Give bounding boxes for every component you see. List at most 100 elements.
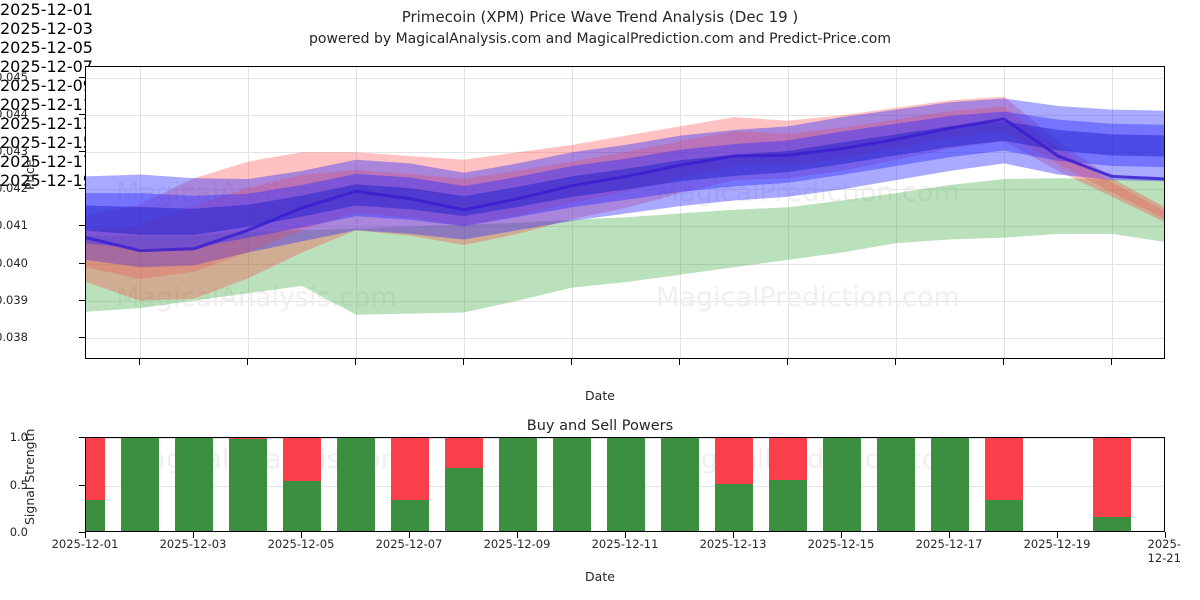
buy-power-segment: [499, 438, 537, 531]
x-tick-label: 2025-12-17: [915, 537, 983, 551]
power-bar: [931, 438, 969, 531]
x-tick-mark: [1111, 359, 1112, 365]
gridline-v: [572, 67, 573, 358]
x-tick-label: 2025-12-17: [0, 152, 93, 171]
sell-power-segment: [715, 438, 753, 485]
gridline-v: [356, 67, 357, 358]
gridline-v: [1004, 67, 1005, 358]
band-4caf50: [86, 178, 1164, 315]
buy-power-segment: [229, 438, 267, 531]
buy-power-segment: [283, 480, 321, 531]
x-tick-mark: [841, 532, 842, 538]
x-tick-label: 2025-12-13: [699, 537, 767, 551]
y-tick-label: 0.038: [0, 329, 28, 344]
power-bar: [445, 438, 483, 531]
x-tick-label: 2025-12-15: [807, 537, 875, 551]
x-tick-mark: [571, 359, 572, 365]
sell-power-segment: [985, 438, 1023, 500]
y-tick-mark: [79, 262, 85, 264]
price-wave-chart: MagicalAnalysis.com MagicalPrediction.com…: [85, 66, 1165, 359]
power-bar: [175, 438, 213, 531]
wave-bands: [86, 96, 1164, 315]
y-tick-mark: [79, 151, 85, 153]
buy-power-segment: [391, 499, 429, 531]
x-tick-mark: [355, 359, 356, 365]
y-tick-label: 0.044: [0, 107, 28, 122]
buy-power-segment: [823, 438, 861, 531]
y-tick-label: 1.0: [9, 430, 28, 444]
x-tick-mark: [895, 359, 896, 365]
x-tick-mark: [1003, 359, 1004, 365]
gridline-v: [788, 67, 789, 358]
x-tick-label: 2025-12-15: [0, 133, 93, 152]
y-tick-label: 0.043: [0, 144, 28, 159]
buy-power-segment: [553, 438, 591, 531]
gridline-h: [86, 226, 1164, 228]
power-bar: [337, 438, 375, 531]
y-tick-mark: [79, 114, 85, 116]
sell-power-segment: [445, 438, 483, 469]
x-tick-label: 2025-12-07: [0, 57, 93, 76]
buy-power-segment: [661, 438, 699, 531]
x-tick-mark: [949, 532, 950, 538]
x-tick-mark: [85, 532, 86, 538]
power-bar: [769, 438, 807, 531]
x-tick-label: 2025-12-01: [51, 537, 119, 551]
gridline-h: [86, 152, 1164, 154]
y-tick-mark: [79, 225, 85, 227]
x-tick-mark: [247, 359, 248, 365]
x-tick-label: 2025-12-21: [1147, 537, 1181, 565]
y-tick-label: 0.042: [0, 181, 28, 196]
x-tick-mark: [679, 359, 680, 365]
power-bar: [553, 438, 591, 531]
x-tick-label: 2025-12-09: [0, 76, 93, 95]
page-title: Primecoin (XPM) Price Wave Trend Analysi…: [401, 8, 799, 26]
power-bar: [121, 438, 159, 531]
y-tick-mark: [79, 484, 85, 486]
powers-title: Buy and Sell Powers: [526, 418, 674, 434]
x-tick-label: 2025-12-05: [267, 537, 335, 551]
price-x-axis: 2025-12-01 2025-12-03 2025-12-05 2025-12-07…: [0, 0, 1200, 365]
y-tick-label: 0.041: [0, 218, 28, 233]
watermark: MagicalPrediction.com: [661, 444, 965, 475]
buy-power-segment: [877, 438, 915, 531]
x-tick-label: 2025-12-07: [375, 537, 443, 551]
y-tick-label: 0.040: [0, 255, 28, 270]
buy-power-segment: [769, 479, 807, 531]
gridline-h: [86, 263, 1164, 265]
x-tick-label: 2025-12-11: [591, 537, 659, 551]
sell-power-segment: [769, 438, 807, 480]
powers-x-axis-label: Date: [585, 569, 615, 584]
gridline-h: [86, 300, 1164, 302]
band-inner: [86, 106, 1164, 279]
x-tick-mark: [625, 532, 626, 538]
power-bar: [391, 438, 429, 531]
gridline-v: [680, 67, 681, 358]
powers-y-axis-label: Signal Strength: [22, 428, 37, 525]
x-tick-mark: [301, 532, 302, 538]
gridline-v: [1112, 67, 1113, 358]
power-bar: [283, 438, 321, 531]
x-tick-mark: [139, 359, 140, 365]
y-tick-label: 0.0: [9, 525, 28, 539]
power-bar: [985, 438, 1023, 531]
buy-power-segment: [607, 438, 645, 531]
sell-power-segment: [229, 438, 267, 439]
buy-power-segment: [931, 438, 969, 531]
x-tick-label: 2025-12-03: [159, 537, 227, 551]
y-tick-label: 0.039: [0, 292, 28, 307]
sell-power-segment: [283, 438, 321, 481]
y-tick-mark: [79, 299, 85, 301]
x-tick-mark: [517, 532, 518, 538]
gridline-h: [86, 78, 1164, 80]
gridline-h: [86, 115, 1164, 117]
buy-power-segment: [175, 438, 213, 531]
buy-power-segment: [337, 438, 375, 531]
x-tick-mark: [733, 532, 734, 538]
x-tick-mark: [193, 532, 194, 538]
y-tick-mark: [79, 336, 85, 338]
y-tick-mark: [79, 188, 85, 190]
x-tick-mark: [787, 359, 788, 365]
